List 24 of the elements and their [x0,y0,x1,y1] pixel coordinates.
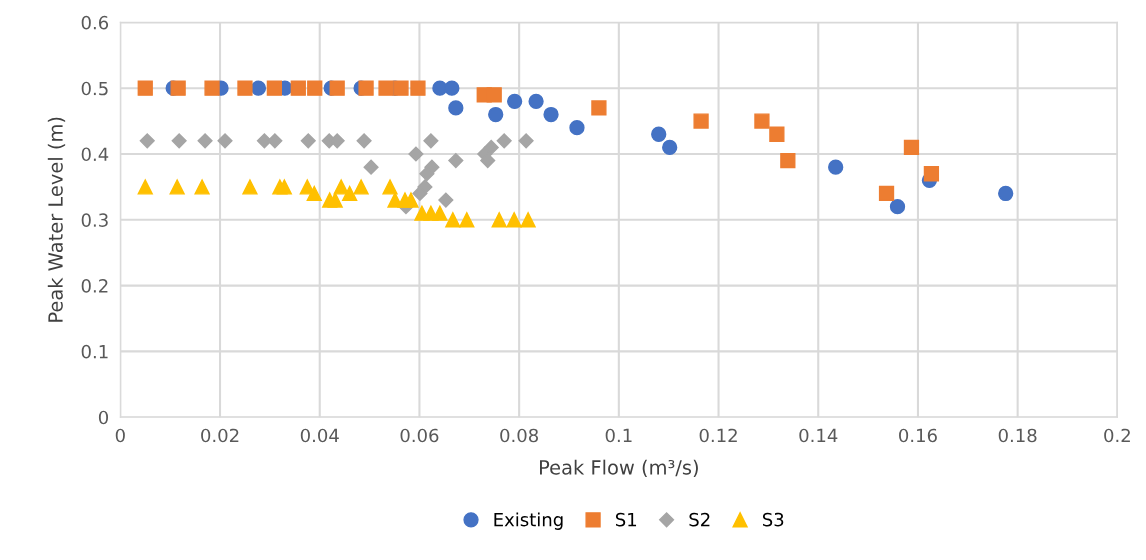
x-axis-title: Peak Flow (m³/s) [540,459,698,478]
x-tick-label: 0.06 [400,428,439,443]
x-tick-label: 0.16 [899,428,937,443]
y-tick-label: 0.3 [81,213,108,227]
x-tick-label: 0.2 [1104,428,1130,443]
y-axis-title: Peak Water Level (m) [47,117,66,322]
x-tick-label: 0.12 [699,428,737,443]
x-tick-label: 0.08 [500,428,538,443]
x-tick-label: 0 [115,428,125,443]
x-tick-label: 0.04 [300,428,339,443]
x-tick-label: 0.14 [799,428,838,443]
y-tick-label: 0.1 [81,344,108,359]
y-tick-label: 0.4 [81,147,109,162]
legend-label: S1 [615,512,637,527]
y-tick-label: 0.2 [81,279,108,293]
y-tick-label: 0.6 [81,15,109,30]
legend-label: Existing [494,512,563,530]
legend-label: S3 [762,512,784,527]
x-tick-label: 0.1 [605,428,632,443]
legend-label: S2 [689,512,710,527]
x-tick-label: 0.18 [998,428,1037,443]
x-tick-label: 0.02 [201,428,239,443]
y-tick-label: 0.5 [81,81,108,96]
y-tick-label: 0 [98,410,109,425]
